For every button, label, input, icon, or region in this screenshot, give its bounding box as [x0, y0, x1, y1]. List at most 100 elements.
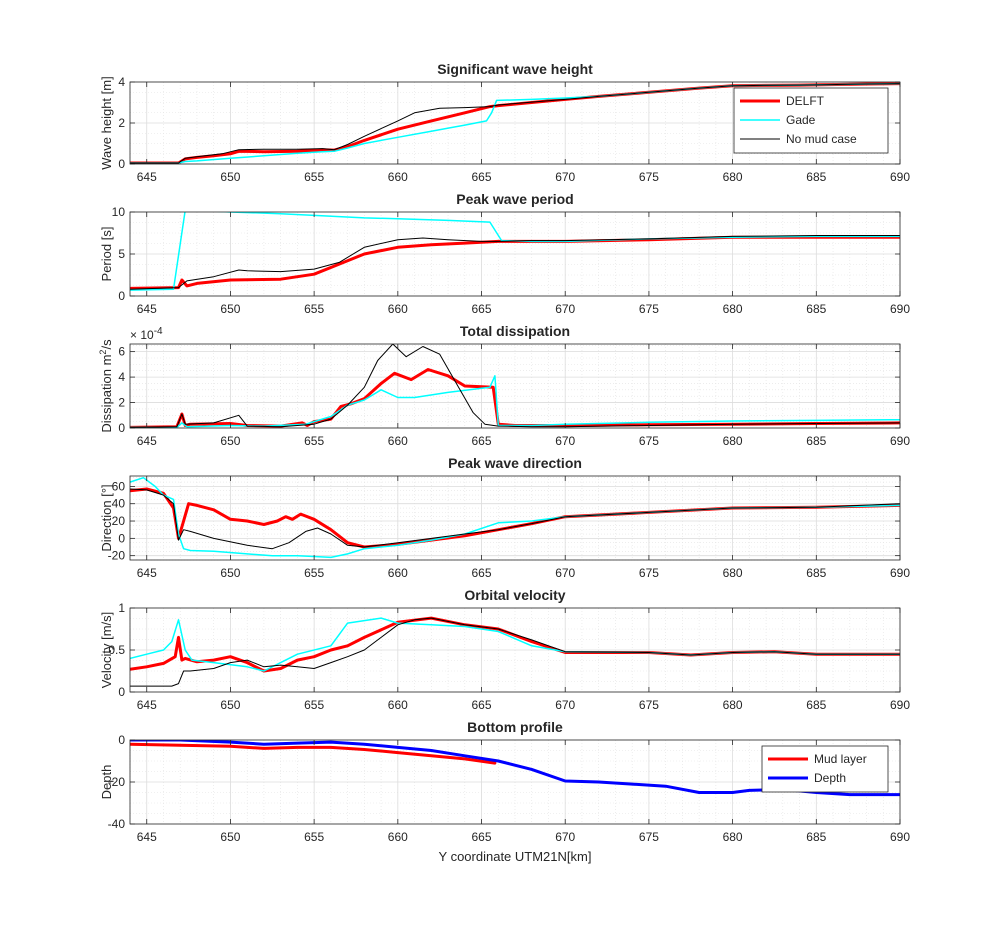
x-tick-label: 670 [555, 302, 575, 316]
series-group [130, 740, 900, 797]
panel-3: 645 650 655 660 665 670 675 680 685 690 0 2 4 6 Total … [98, 323, 910, 448]
x-tick-label: 665 [472, 302, 492, 316]
chart-title: Total dissipation [460, 323, 570, 339]
axes-box [129, 475, 901, 561]
y-axis-label: Direction [°] [99, 484, 114, 551]
y-tick-label: 4 [118, 75, 125, 89]
y-tick-label: 0 [118, 289, 125, 303]
series-line-no-mud-case [130, 344, 900, 428]
x-tick-label: 685 [806, 170, 826, 184]
y-axis-label: Dissipation m2/s [98, 339, 114, 433]
series-line-mud-layer [130, 742, 497, 765]
x-tick-label: 665 [472, 170, 492, 184]
panel-4: 645 650 655 660 665 670 675 680 685 690 -20 0 20 40 60… [99, 455, 910, 580]
x-tick-label: 670 [555, 698, 575, 712]
x-tick-label: 645 [137, 698, 157, 712]
y-axis-label: Wave height [m] [99, 76, 114, 169]
y-tick-label: 2 [118, 116, 125, 130]
y-tick-label: 40 [112, 497, 126, 511]
panel-5: 645 650 655 660 665 670 675 680 685 690 0 0.5 1 Orbit… [99, 587, 910, 712]
x-tick-label: 660 [388, 434, 408, 448]
y-tick-label: 5 [118, 247, 125, 261]
x-tick-label: 655 [304, 830, 324, 844]
y-tick-label: 4 [118, 370, 125, 384]
legend: Mud layer Depth [761, 745, 889, 793]
y-axis-label: Depth [99, 765, 114, 800]
legend: DELFT Gade No mud case [733, 87, 889, 154]
x-tick-label: 655 [304, 434, 324, 448]
legend-label: Mud layer [814, 752, 867, 766]
x-tick-label: 680 [723, 302, 743, 316]
series-line-no-mud-case [130, 235, 900, 290]
x-tick-label: 670 [555, 434, 575, 448]
x-tick-label: 660 [388, 698, 408, 712]
x-tick-label: 655 [304, 698, 324, 712]
series-line-gade [130, 375, 900, 428]
x-tick-label: 680 [723, 170, 743, 184]
y-axis-label: Period [s] [99, 227, 114, 282]
y-tick-label: 1 [118, 601, 125, 615]
x-tick-label: 665 [472, 566, 492, 580]
x-tick-label: 650 [220, 830, 240, 844]
x-tick-label: 690 [890, 302, 910, 316]
x-tick-label: 655 [304, 566, 324, 580]
x-tick-label: 675 [639, 170, 659, 184]
x-tick-label: 690 [890, 566, 910, 580]
panel-6: 645 650 655 660 665 670 675 680 685 690 -40 -20 0 Bot… [99, 719, 910, 844]
x-tick-label: 670 [555, 566, 575, 580]
x-tick-label: 690 [890, 434, 910, 448]
legend-box [761, 745, 889, 793]
y-tick-label: 20 [112, 514, 126, 528]
x-tick-label: 680 [723, 830, 743, 844]
legend-label: DELFT [786, 94, 825, 108]
x-tick-label: 690 [890, 698, 910, 712]
y-tick-label: -20 [108, 775, 126, 789]
y-exponent-label: × 10-4 [130, 326, 163, 342]
x-tick-label: 660 [388, 170, 408, 184]
chart-title: Bottom profile [467, 719, 563, 735]
x-tick-label: 645 [137, 830, 157, 844]
x-tick-label: 690 [890, 830, 910, 844]
x-tick-label: 660 [388, 566, 408, 580]
series-group [130, 476, 900, 559]
panel-2: 645 650 655 660 665 670 675 680 685 690 0 5 10 Peak w… [99, 191, 910, 316]
y-tick-label: 0 [118, 733, 125, 747]
y-tick-label: -20 [108, 549, 126, 563]
chart-title: Significant wave height [437, 61, 593, 77]
x-tick-label: 650 [220, 434, 240, 448]
series-line-no-mud-case [130, 488, 900, 550]
y-tick-label: 0 [118, 157, 125, 171]
x-tick-label: 685 [806, 566, 826, 580]
chart-title: Peak wave direction [448, 455, 582, 471]
legend-label: Depth [814, 771, 846, 785]
y-tick-label: 0 [118, 421, 125, 435]
x-tick-label: 685 [806, 830, 826, 844]
chart-title: Orbital velocity [464, 587, 565, 603]
y-tick-label: 6 [118, 345, 125, 359]
axes-box [129, 343, 901, 429]
x-tick-label: 655 [304, 302, 324, 316]
x-tick-label: 680 [723, 434, 743, 448]
series-group [130, 344, 900, 428]
x-axis-label: Y coordinate UTM21N[km] [439, 849, 592, 864]
x-tick-label: 675 [639, 566, 659, 580]
x-tick-label: 680 [723, 698, 743, 712]
x-tick-label: 650 [220, 566, 240, 580]
x-tick-label: 685 [806, 434, 826, 448]
x-tick-label: 675 [639, 302, 659, 316]
legend-label: Gade [786, 113, 816, 127]
y-tick-label: 60 [112, 479, 126, 493]
x-tick-label: 675 [639, 434, 659, 448]
x-tick-label: 645 [137, 302, 157, 316]
x-tick-label: 650 [220, 302, 240, 316]
legend-label: No mud case [786, 132, 857, 146]
x-tick-label: 665 [472, 434, 492, 448]
y-axis-label: Velocity [m/s] [99, 612, 114, 689]
x-tick-label: 660 [388, 302, 408, 316]
x-tick-label: 660 [388, 830, 408, 844]
series-group [130, 212, 900, 291]
y-tick-label: -40 [108, 817, 126, 831]
series-group [130, 616, 900, 687]
x-tick-label: 685 [806, 302, 826, 316]
